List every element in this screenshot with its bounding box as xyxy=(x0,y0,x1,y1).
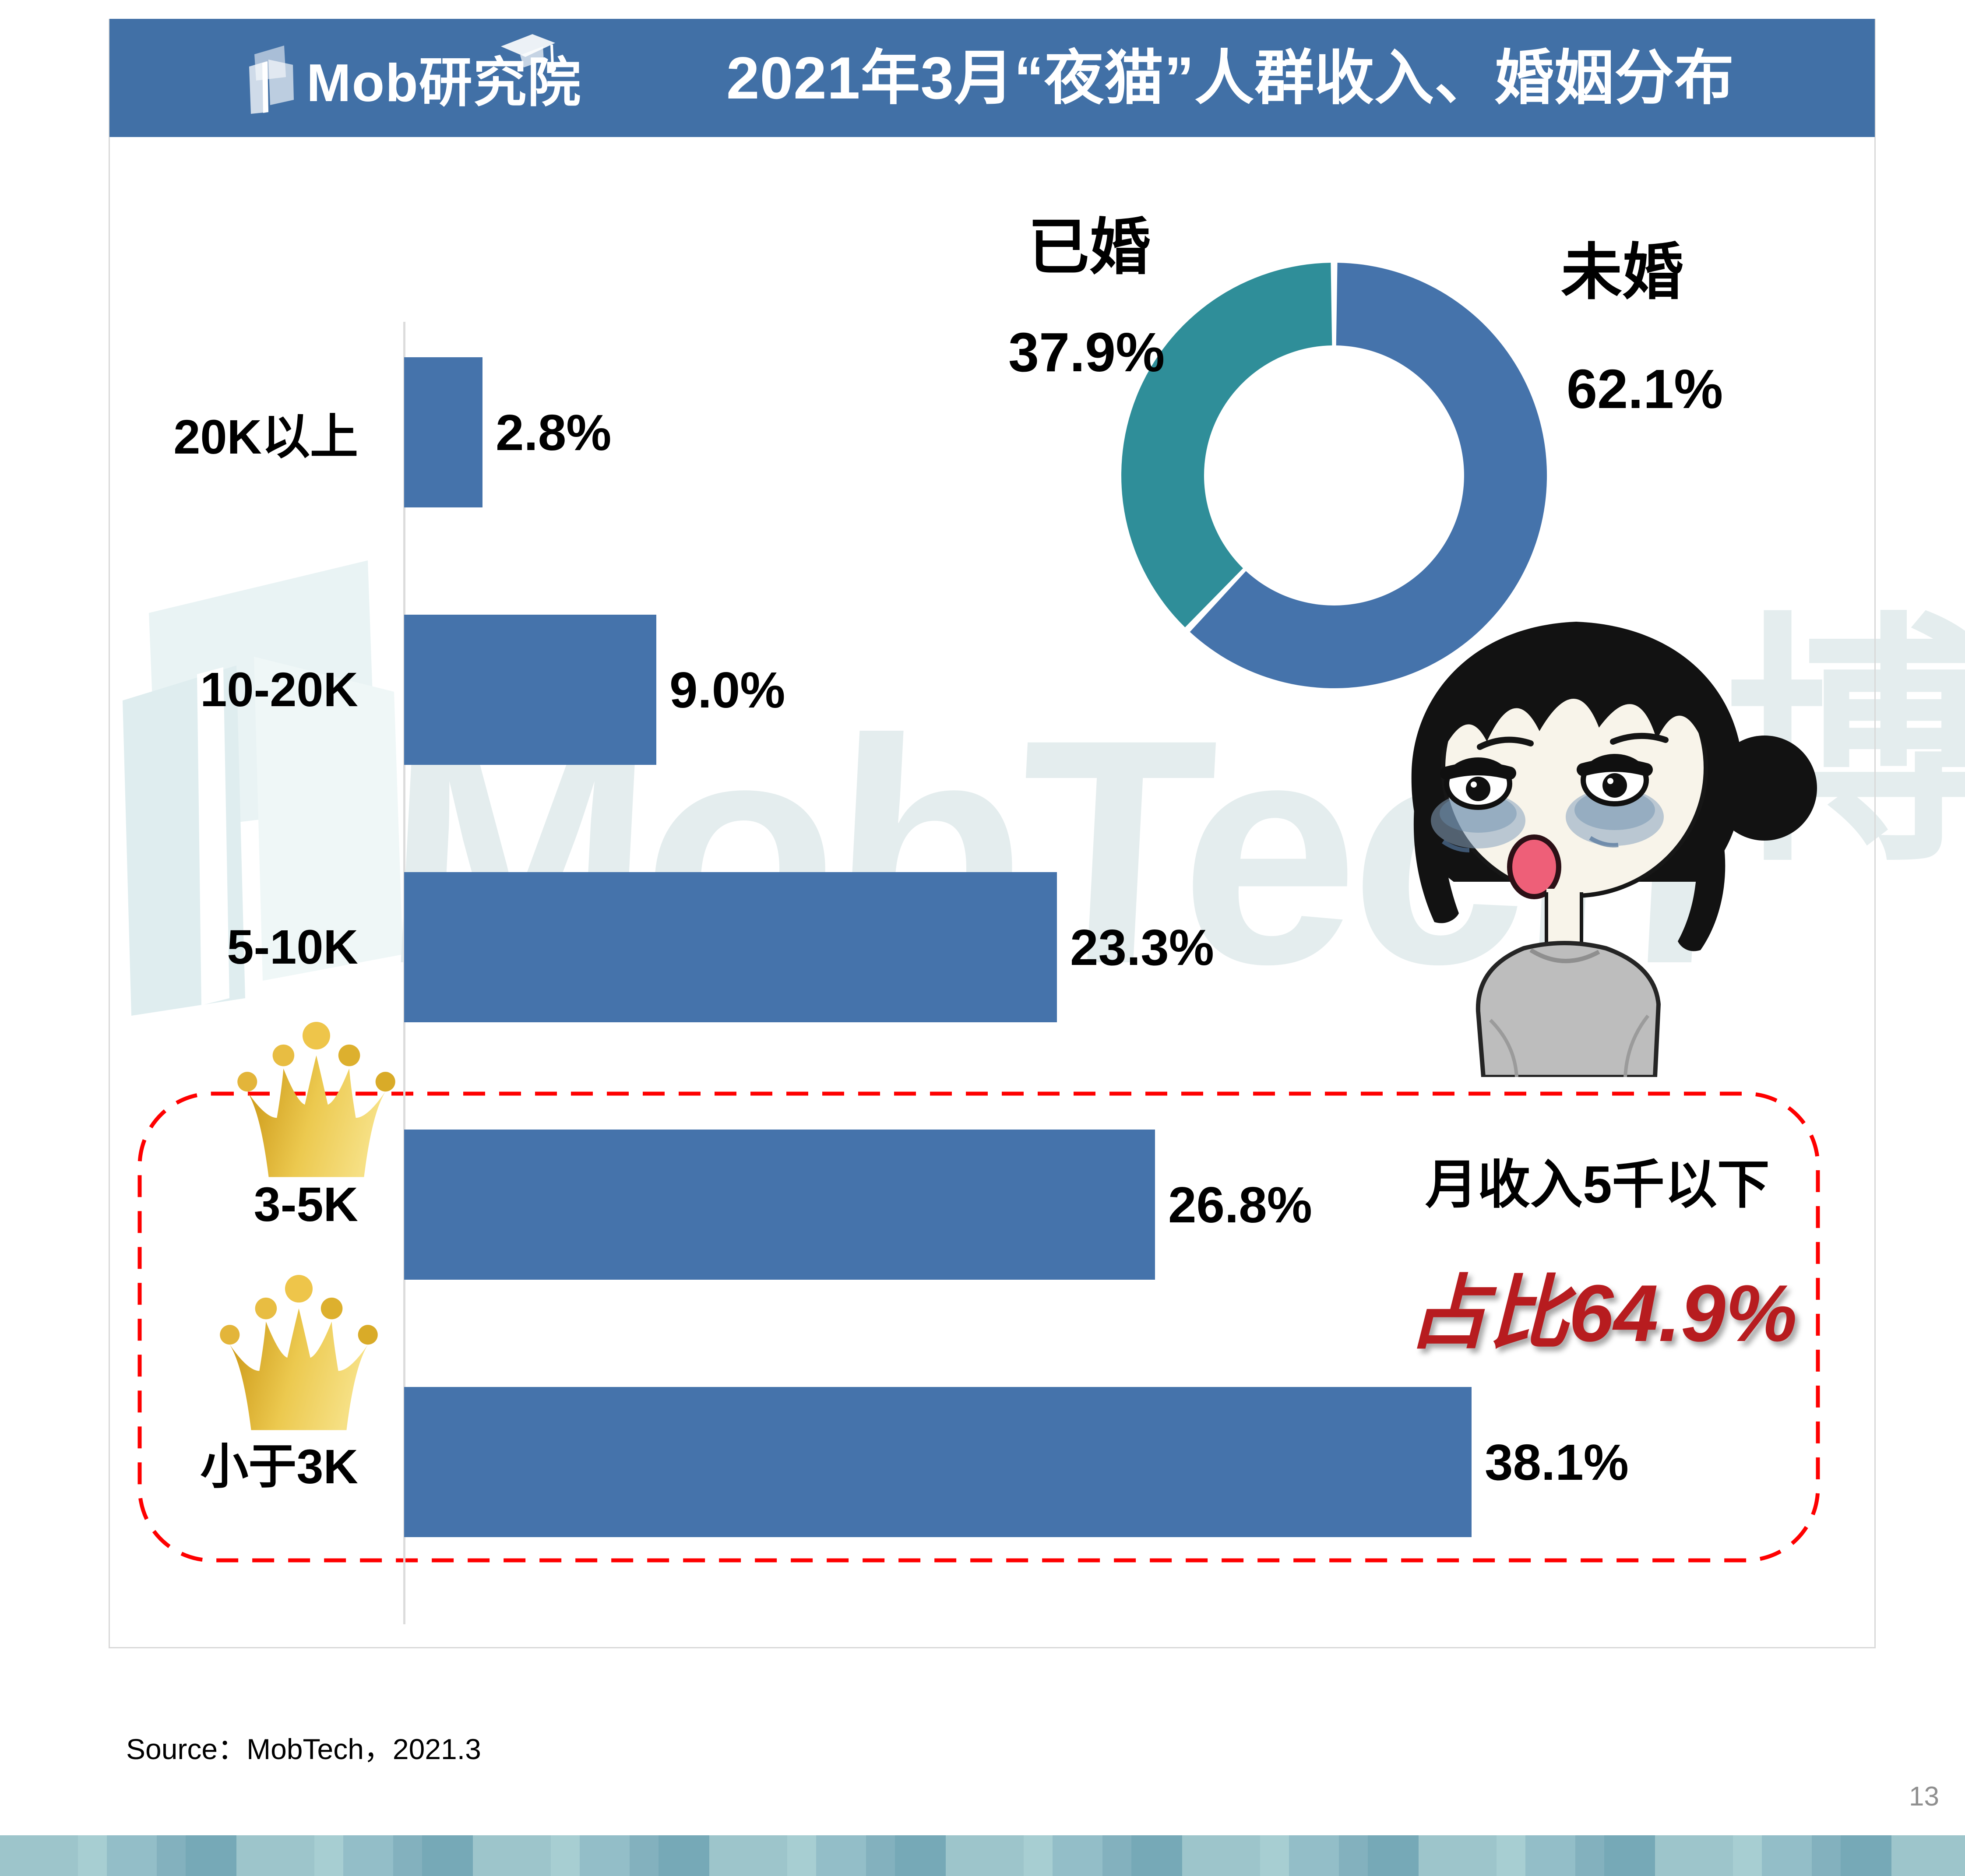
bar-category-label: 20K以上 xyxy=(173,410,358,464)
annotation-highlight-text: 占比64.9% xyxy=(1408,1268,1797,1358)
header-bar xyxy=(109,19,1875,137)
strip-segment xyxy=(1339,1835,1368,1876)
married-label: 已婚 xyxy=(1028,213,1151,282)
strip-segment xyxy=(1053,1835,1102,1876)
strip-segment xyxy=(709,1835,787,1876)
strip-segment xyxy=(580,1835,630,1876)
strip-segment xyxy=(314,1835,343,1876)
bar xyxy=(404,1387,1472,1537)
strip-segment xyxy=(1655,1835,1733,1876)
strip-segment xyxy=(1368,1835,1419,1876)
strip-segment xyxy=(551,1835,580,1876)
strip-segment xyxy=(1497,1835,1525,1876)
strip-segment xyxy=(1812,1835,1841,1876)
unmarried-value: 62.1% xyxy=(1567,358,1723,420)
strip-segment xyxy=(1024,1835,1053,1876)
unmarried-label: 未婚 xyxy=(1561,238,1684,306)
bar-value-label: 2.8% xyxy=(496,404,612,461)
strip-segment xyxy=(1131,1835,1182,1876)
strip-segment xyxy=(1762,1835,1812,1876)
bar-value-label: 23.3% xyxy=(1070,919,1214,976)
strip-segment xyxy=(946,1835,1024,1876)
strip-segment xyxy=(1575,1835,1604,1876)
married-value: 37.9% xyxy=(1008,321,1165,383)
strip-segment xyxy=(787,1835,816,1876)
donut-slice xyxy=(1190,263,1547,689)
donut-slice xyxy=(1121,263,1332,627)
bar-category-label: 10-20K xyxy=(200,663,358,717)
strip-segment xyxy=(1102,1835,1131,1876)
graduation-cap-icon xyxy=(501,34,556,72)
strip-segment xyxy=(1525,1835,1575,1876)
logo-text: Mob研究院 xyxy=(306,53,582,113)
strip-segment xyxy=(1891,1835,1965,1876)
strip-segment xyxy=(78,1835,107,1876)
strip-segment xyxy=(186,1835,236,1876)
strip-segment xyxy=(659,1835,709,1876)
strip-segment xyxy=(895,1835,946,1876)
strip-segment xyxy=(343,1835,393,1876)
strip-segment xyxy=(473,1835,551,1876)
strip-segment xyxy=(236,1835,314,1876)
marriage-donut-chart xyxy=(1121,263,1547,689)
strip-segment xyxy=(1419,1835,1497,1876)
crown-icon xyxy=(220,1275,378,1430)
tired-girl-illustration xyxy=(1411,622,1817,1077)
bar-category-label: 5-10K xyxy=(227,920,358,974)
page-number: 13 xyxy=(1909,1781,1939,1812)
bar xyxy=(404,357,482,507)
highlight-dashed-box xyxy=(137,1091,1820,1563)
annotation-text: 月收入5千以下 xyxy=(1425,1155,1770,1214)
source-line: Source：MobTech，2021.3 xyxy=(126,1733,481,1765)
strip-segment xyxy=(0,1835,78,1876)
strip-segment xyxy=(1733,1835,1762,1876)
bar-category-label: 3-5K xyxy=(254,1178,358,1232)
page-title: 2021年3月“夜猫”人群收入、婚姻分布 xyxy=(726,45,1735,111)
strip-segment xyxy=(866,1835,895,1876)
strip-segment xyxy=(1604,1835,1655,1876)
crown-icon xyxy=(237,1022,395,1177)
strip-segment xyxy=(1260,1835,1289,1876)
strip-segment xyxy=(157,1835,186,1876)
strip-segment xyxy=(393,1835,422,1876)
strip-segment xyxy=(1841,1835,1891,1876)
strip-segment xyxy=(107,1835,157,1876)
strip-segment xyxy=(1182,1835,1260,1876)
footer-decor-strip xyxy=(0,1835,1965,1876)
bar xyxy=(404,872,1057,1022)
bar-value-label: 26.8% xyxy=(1168,1176,1312,1233)
building-watermark-icon xyxy=(123,560,403,1016)
strip-segment xyxy=(422,1835,473,1876)
bar-value-label: 9.0% xyxy=(669,661,785,718)
bar-category-label: 小于3K xyxy=(200,1440,358,1494)
strip-segment xyxy=(1289,1835,1339,1876)
bar xyxy=(404,1130,1155,1280)
bar xyxy=(404,615,656,765)
strip-segment xyxy=(630,1835,659,1876)
bar-value-label: 38.1% xyxy=(1485,1433,1629,1491)
mob-logo-building-icon xyxy=(249,46,294,114)
strip-segment xyxy=(816,1835,866,1876)
